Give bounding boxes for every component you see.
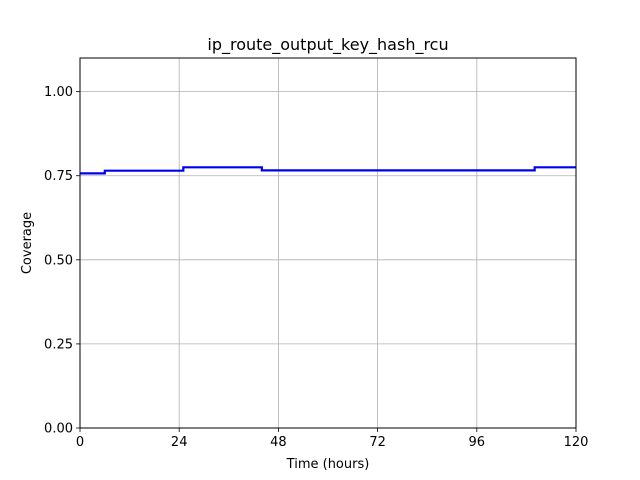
x-tick-label: 72 [369,435,386,450]
y-tick-label: 0.75 [44,169,73,184]
x-tick-label: 48 [270,435,287,450]
x-tick-label: 24 [171,435,188,450]
x-axis-label: Time (hours) [286,457,370,472]
y-tick-label: 0.00 [44,422,73,437]
series-layer [80,166,576,175]
chart-title: ip_route_output_key_hash_rcu [207,35,448,55]
y-tick-label: 0.25 [44,337,73,352]
x-tick-label: 0 [76,435,84,450]
y-axis-label: Coverage [20,212,35,274]
plot-area-frame [79,57,577,429]
y-tick-label: 1.00 [44,85,73,100]
x-tick-label: 96 [469,435,486,450]
coverage-series-line [80,166,576,175]
ticks: 0 24 48 72 96 120 0.00 0.25 0.50 0.75 1.00 [44,85,588,450]
y-tick-label: 0.50 [44,253,73,268]
x-tick-label: 120 [564,435,589,450]
